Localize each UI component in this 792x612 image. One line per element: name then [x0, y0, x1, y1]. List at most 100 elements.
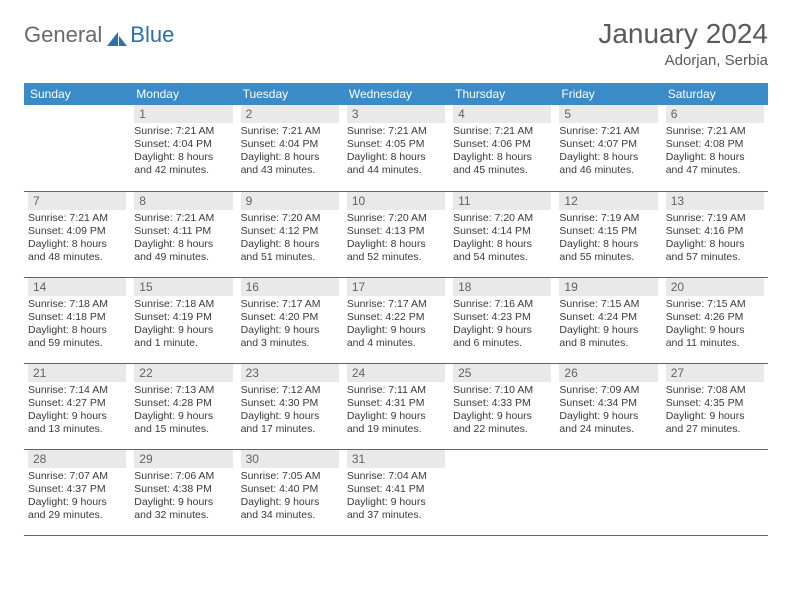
sunset-text: Sunset: 4:22 PM [347, 311, 445, 324]
sunset-text: Sunset: 4:35 PM [666, 397, 764, 410]
daylight-text: Daylight: 9 hours [666, 324, 764, 337]
day-number: 2 [241, 105, 339, 123]
daylight-text: and 57 minutes. [666, 251, 764, 264]
sunset-text: Sunset: 4:41 PM [347, 483, 445, 496]
daylight-text: Daylight: 8 hours [453, 238, 551, 251]
calendar-cell: 20Sunrise: 7:15 AMSunset: 4:26 PMDayligh… [662, 277, 768, 363]
day-number: 18 [453, 278, 551, 296]
calendar-cell: 4Sunrise: 7:21 AMSunset: 4:06 PMDaylight… [449, 105, 555, 191]
sunrise-text: Sunrise: 7:21 AM [666, 125, 764, 138]
calendar-cell: 7Sunrise: 7:21 AMSunset: 4:09 PMDaylight… [24, 191, 130, 277]
daylight-text: and 29 minutes. [28, 509, 126, 522]
daylight-text: and 47 minutes. [666, 164, 764, 177]
day-number: 15 [134, 278, 232, 296]
daylight-text: and 13 minutes. [28, 423, 126, 436]
daylight-text: Daylight: 9 hours [347, 410, 445, 423]
sunrise-text: Sunrise: 7:19 AM [666, 212, 764, 225]
sunset-text: Sunset: 4:14 PM [453, 225, 551, 238]
daylight-text: Daylight: 9 hours [134, 496, 232, 509]
sunset-text: Sunset: 4:24 PM [559, 311, 657, 324]
sunrise-text: Sunrise: 7:16 AM [453, 298, 551, 311]
day-number: 4 [453, 105, 551, 123]
calendar-cell: 12Sunrise: 7:19 AMSunset: 4:15 PMDayligh… [555, 191, 661, 277]
calendar-cell: 26Sunrise: 7:09 AMSunset: 4:34 PMDayligh… [555, 363, 661, 449]
sunset-text: Sunset: 4:28 PM [134, 397, 232, 410]
month-title: January 2024 [598, 18, 768, 50]
sunset-text: Sunset: 4:05 PM [347, 138, 445, 151]
day-number: 14 [28, 278, 126, 296]
daylight-text: Daylight: 9 hours [453, 324, 551, 337]
calendar-week: 21Sunrise: 7:14 AMSunset: 4:27 PMDayligh… [24, 363, 768, 449]
sunset-text: Sunset: 4:31 PM [347, 397, 445, 410]
daylight-text: and 11 minutes. [666, 337, 764, 350]
brand-word1: General [24, 22, 102, 48]
day-number: 1 [134, 105, 232, 123]
day-header: Thursday [449, 83, 555, 105]
day-number: 28 [28, 450, 126, 468]
sunset-text: Sunset: 4:26 PM [666, 311, 764, 324]
day-header: Tuesday [237, 83, 343, 105]
daylight-text: Daylight: 8 hours [453, 151, 551, 164]
sunrise-text: Sunrise: 7:15 AM [666, 298, 764, 311]
daylight-text: Daylight: 8 hours [241, 151, 339, 164]
sunrise-text: Sunrise: 7:20 AM [347, 212, 445, 225]
title-block: January 2024 Adorjan, Serbia [598, 18, 768, 69]
calendar-cell: 16Sunrise: 7:17 AMSunset: 4:20 PMDayligh… [237, 277, 343, 363]
calendar-cell: 19Sunrise: 7:15 AMSunset: 4:24 PMDayligh… [555, 277, 661, 363]
sunrise-text: Sunrise: 7:21 AM [347, 125, 445, 138]
calendar-table: SundayMondayTuesdayWednesdayThursdayFrid… [24, 83, 768, 536]
sunset-text: Sunset: 4:04 PM [134, 138, 232, 151]
daylight-text: Daylight: 9 hours [559, 324, 657, 337]
calendar-cell [24, 105, 130, 191]
day-number: 29 [134, 450, 232, 468]
sunset-text: Sunset: 4:07 PM [559, 138, 657, 151]
calendar-cell: 1Sunrise: 7:21 AMSunset: 4:04 PMDaylight… [130, 105, 236, 191]
daylight-text: Daylight: 9 hours [347, 324, 445, 337]
sunrise-text: Sunrise: 7:17 AM [241, 298, 339, 311]
sunrise-text: Sunrise: 7:05 AM [241, 470, 339, 483]
day-number: 12 [559, 192, 657, 210]
sunset-text: Sunset: 4:37 PM [28, 483, 126, 496]
day-number: 25 [453, 364, 551, 382]
sunrise-text: Sunrise: 7:07 AM [28, 470, 126, 483]
daylight-text: and 15 minutes. [134, 423, 232, 436]
day-number: 16 [241, 278, 339, 296]
sunrise-text: Sunrise: 7:21 AM [134, 212, 232, 225]
day-number: 7 [28, 192, 126, 210]
daylight-text: Daylight: 8 hours [134, 151, 232, 164]
daylight-text: and 37 minutes. [347, 509, 445, 522]
sunset-text: Sunset: 4:33 PM [453, 397, 551, 410]
calendar-cell: 28Sunrise: 7:07 AMSunset: 4:37 PMDayligh… [24, 449, 130, 535]
sunset-text: Sunset: 4:13 PM [347, 225, 445, 238]
daylight-text: and 6 minutes. [453, 337, 551, 350]
calendar-week: 7Sunrise: 7:21 AMSunset: 4:09 PMDaylight… [24, 191, 768, 277]
calendar-cell: 30Sunrise: 7:05 AMSunset: 4:40 PMDayligh… [237, 449, 343, 535]
sunset-text: Sunset: 4:06 PM [453, 138, 551, 151]
sunset-text: Sunset: 4:12 PM [241, 225, 339, 238]
daylight-text: and 44 minutes. [347, 164, 445, 177]
sunrise-text: Sunrise: 7:19 AM [559, 212, 657, 225]
sunset-text: Sunset: 4:38 PM [134, 483, 232, 496]
sunset-text: Sunset: 4:40 PM [241, 483, 339, 496]
daylight-text: Daylight: 9 hours [241, 410, 339, 423]
calendar-week: 1Sunrise: 7:21 AMSunset: 4:04 PMDaylight… [24, 105, 768, 191]
sunrise-text: Sunrise: 7:21 AM [559, 125, 657, 138]
daylight-text: Daylight: 8 hours [347, 151, 445, 164]
sunset-text: Sunset: 4:11 PM [134, 225, 232, 238]
day-number: 5 [559, 105, 657, 123]
day-number: 22 [134, 364, 232, 382]
sunset-text: Sunset: 4:30 PM [241, 397, 339, 410]
day-number: 10 [347, 192, 445, 210]
calendar-cell: 29Sunrise: 7:06 AMSunset: 4:38 PMDayligh… [130, 449, 236, 535]
sunrise-text: Sunrise: 7:04 AM [347, 470, 445, 483]
sunrise-text: Sunrise: 7:21 AM [241, 125, 339, 138]
sunrise-text: Sunrise: 7:20 AM [241, 212, 339, 225]
sunset-text: Sunset: 4:34 PM [559, 397, 657, 410]
day-number: 27 [666, 364, 764, 382]
day-number: 23 [241, 364, 339, 382]
daylight-text: Daylight: 9 hours [666, 410, 764, 423]
sunset-text: Sunset: 4:18 PM [28, 311, 126, 324]
calendar-body: 1Sunrise: 7:21 AMSunset: 4:04 PMDaylight… [24, 105, 768, 535]
sail-icon [106, 27, 128, 43]
day-number: 6 [666, 105, 764, 123]
